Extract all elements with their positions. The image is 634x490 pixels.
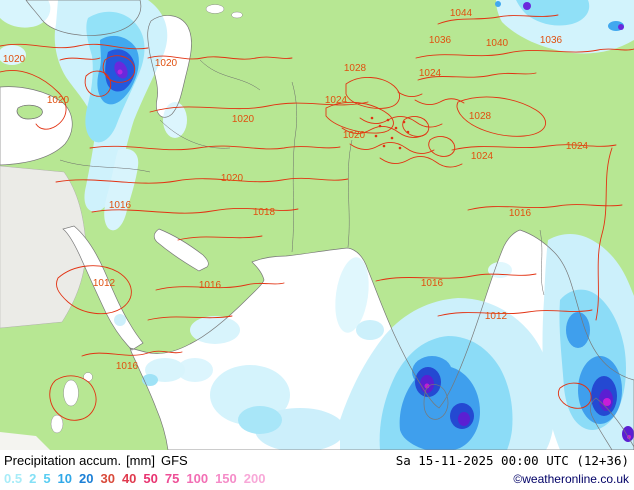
map-unit-label: [mm] [126, 453, 155, 468]
precip-scale-value: 150 [215, 471, 237, 486]
isobar-label: 1028 [343, 63, 367, 74]
precip-scale-value: 0.5 [4, 471, 23, 486]
model-label: GFS [160, 453, 188, 468]
isobar-label: 1020 [46, 95, 70, 106]
isobar-label: 1016 [420, 278, 444, 289]
precip-scale-value: 20 [79, 471, 94, 486]
isobar-label: 1036 [539, 35, 563, 46]
isobar-label: 1018 [252, 207, 276, 218]
precip-scale-value: 75 [164, 471, 180, 486]
footer-title-row: Precipitation accum. [mm] GFS Sa 15-11-202… [0, 450, 634, 468]
precip-scale-value: 5 [43, 471, 51, 486]
precip-scale-value: 50 [143, 471, 158, 486]
isobar-label: 1016 [115, 361, 139, 372]
isobar-label: 1016 [198, 280, 222, 291]
precip-scale-value: 10 [57, 471, 73, 486]
isobar-label: 1024 [324, 95, 348, 106]
isobar-label: 1020 [231, 114, 255, 125]
isobar-label: 1024 [565, 141, 589, 152]
sea-layer [0, 0, 634, 450]
isobar-label: 1020 [342, 130, 366, 141]
isobar-label: 1020 [2, 54, 26, 65]
footer-legend-row: 0.5 2 5 10 20 30 40 50 75 100 150 200 ©weatheronlin… [0, 468, 634, 488]
map-title-text: Precipitation accum. [4, 453, 122, 468]
precip-scale-legend: 0.5 2 5 10 20 30 40 50 75 100 150 200 [4, 470, 272, 488]
isobar-label: 1016 [508, 208, 532, 219]
isobar-label: 1020 [220, 173, 244, 184]
map-title: Precipitation accum. [mm] GFS [4, 453, 188, 468]
isobar-label: 1044 [449, 8, 473, 19]
precip-scale-value: 2 [29, 471, 37, 486]
isobar-label: 1036 [428, 35, 452, 46]
isobar-label: 1012 [484, 311, 508, 322]
isobar-dense-dots [370, 116, 410, 150]
isobar-label: 1016 [108, 200, 132, 211]
weather-map-svg [0, 0, 634, 450]
isobar-label: 1012 [92, 278, 116, 289]
country-borders-layer [59, 59, 545, 296]
copyright-link[interactable]: ©weatheronline.co.uk [513, 472, 629, 486]
isobar-layer [0, 14, 634, 421]
isobar-label: 1028 [468, 111, 492, 122]
precip-scale-value: 40 [121, 471, 137, 486]
precip-scale-value: 30 [100, 471, 115, 486]
isobar-label: 1024 [418, 68, 442, 79]
isobar-label: 1020 [154, 58, 178, 69]
map-datetime: Sa 15-11-2025 00:00 UTC (12+36) [395, 453, 629, 468]
isobar-label: 1024 [470, 151, 494, 162]
footer: Precipitation accum. [mm] GFS Sa 15-11-202… [0, 450, 634, 490]
map-area: 1020 1020 1020 1020 1028 1024 1020 1044 1036 1040… [0, 0, 634, 450]
isobar-label: 1040 [485, 38, 509, 49]
precip-scale-value: 100 [186, 471, 209, 486]
precipitation-layer [0, 0, 634, 450]
precip-scale-value: 200 [243, 471, 266, 486]
